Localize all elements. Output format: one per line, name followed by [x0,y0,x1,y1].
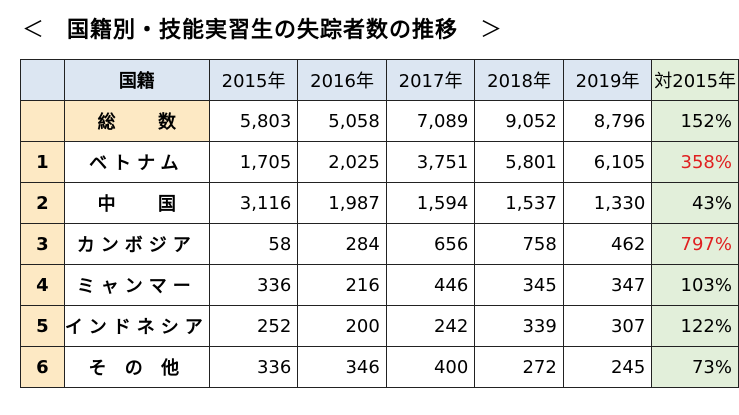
row-number: 6 [20,346,65,388]
value-cell: 7,089 [385,100,476,142]
row-label: そ の 他 [63,346,210,388]
header-cell-2019: 2019年 [562,59,653,101]
value-cell: 336 [208,346,299,388]
row-label: カンボジア [63,223,210,265]
row-number [20,100,65,142]
table-row: 2 中 国 3,116 1,987 1,594 1,537 1,330 43% [20,182,739,224]
value-cell: 339 [474,305,564,347]
header-cell-2015: 2015年 [208,59,299,101]
value-cell: 1,987 [297,182,387,224]
value-cell: 5,058 [297,100,387,142]
value-cell: 347 [562,264,653,306]
value-cell: 1,537 [474,182,564,224]
page-title: ＜ 国籍別・技能実習生の失踪者数の推移 ＞ [22,14,503,48]
header-cell-2016: 2016年 [297,59,387,101]
value-cell: 8,796 [562,100,653,142]
row-number: 5 [20,305,65,347]
value-cell: 242 [385,305,476,347]
value-cell: 284 [297,223,387,265]
ratio-cell: 103% [651,264,739,306]
table-row-total: 総 数 5,803 5,058 7,089 9,052 8,796 152% [20,100,739,142]
row-label: 総 数 [63,100,210,142]
total-label: 総 数 [97,112,194,133]
previous-arrow-icon[interactable]: ＜ [22,18,46,43]
value-cell: 1,330 [562,182,653,224]
row-label: 中 国 [63,182,210,224]
table-row: 3 カンボジア 58 284 656 758 462 797% [20,223,739,265]
value-cell: 1,594 [385,182,476,224]
row-label: ミャンマー [63,264,210,306]
value-cell: 6,105 [562,141,653,183]
value-cell: 346 [297,346,387,388]
next-arrow-icon[interactable]: ＞ [480,18,504,43]
value-cell: 252 [208,305,299,347]
nationality-label: インドネシア [64,317,209,338]
header-cell-no [20,59,65,101]
ratio-cell-highlight: 358% [651,141,739,183]
value-cell: 216 [297,264,387,306]
title-text: 国籍別・技能実習生の失踪者数の推移 [67,18,459,43]
value-cell: 1,705 [208,141,299,183]
value-cell: 2,025 [297,141,387,183]
value-cell: 3,116 [208,182,299,224]
nationality-label: ミャンマー [76,276,197,297]
header-cell-2017: 2017年 [385,59,476,101]
ratio-cell: 152% [651,100,739,142]
row-number: 3 [20,223,65,265]
table-row: 1 ベトナム 1,705 2,025 3,751 5,801 6,105 358… [20,141,739,183]
row-number: 1 [20,141,65,183]
nationality-label: そ の 他 [88,358,186,379]
value-cell: 336 [208,264,299,306]
table-row: 4 ミャンマー 336 216 446 345 347 103% [20,264,739,306]
nationality-label: 中 国 [97,194,194,215]
value-cell: 656 [385,223,476,265]
value-cell: 200 [297,305,387,347]
value-cell: 307 [562,305,653,347]
nationality-label: ベトナム [89,153,185,174]
header-cell-ratio: 対2015年 [651,59,739,101]
ratio-cell-highlight: 797% [651,223,739,265]
table-header-row: 国籍 2015年 2016年 2017年 2018年 2019年 対2015年 [20,59,739,101]
value-cell: 345 [474,264,564,306]
header-cell-nationality: 国籍 [63,59,210,101]
value-cell: 462 [562,223,653,265]
value-cell: 5,801 [474,141,564,183]
row-label: ベトナム [63,141,210,183]
value-cell: 3,751 [385,141,476,183]
ratio-cell: 73% [651,346,739,388]
table-row: 5 インドネシア 252 200 242 339 307 122% [20,305,739,347]
table-row: 6 そ の 他 336 346 400 272 245 73% [20,346,739,388]
header-cell-2018: 2018年 [474,59,564,101]
ratio-cell: 122% [651,305,739,347]
ratio-cell: 43% [651,182,739,224]
value-cell: 758 [474,223,564,265]
value-cell: 400 [385,346,476,388]
trainee-missing-table: 国籍 2015年 2016年 2017年 2018年 2019年 対2015年 … [20,59,739,388]
value-cell: 5,803 [208,100,299,142]
row-label: インドネシア [63,305,210,347]
row-number: 4 [20,264,65,306]
value-cell: 245 [562,346,653,388]
value-cell: 58 [208,223,299,265]
row-number: 2 [20,182,65,224]
value-cell: 272 [474,346,564,388]
value-cell: 9,052 [474,100,564,142]
value-cell: 446 [385,264,476,306]
nationality-label: カンボジア [76,235,197,256]
